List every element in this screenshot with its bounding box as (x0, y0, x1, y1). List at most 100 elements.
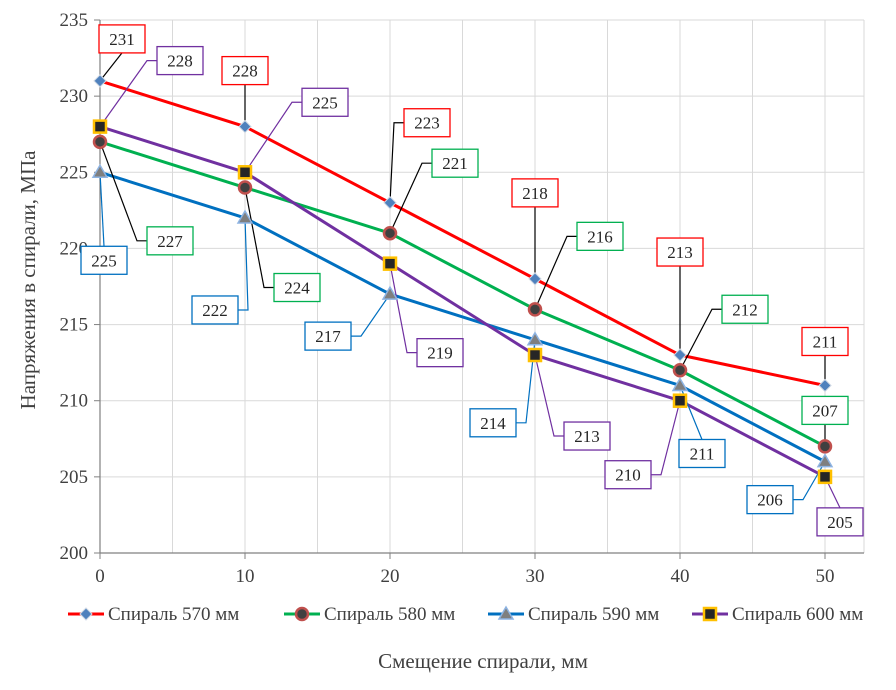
data-label-leader (99, 172, 105, 247)
data-point-marker (92, 134, 108, 150)
data-label: 213 (574, 427, 600, 446)
data-label-box (801, 326, 849, 357)
data-label-box (273, 272, 321, 303)
data-label-box (146, 226, 194, 256)
x-tick-label: 50 (816, 566, 835, 587)
data-label-box (746, 484, 794, 515)
data-label-leader (244, 187, 274, 289)
data-label: 231 (109, 30, 135, 49)
data-label-box (416, 338, 464, 368)
legend-label-4: Спираль 600 мм (732, 604, 863, 625)
series-markers (91, 74, 834, 485)
data-point-marker (672, 363, 688, 378)
legend-label-1: Спираль 570 мм (108, 604, 239, 625)
legend-label-2: Спираль 580 мм (324, 604, 455, 625)
data-label: 206 (757, 491, 783, 510)
data-label-leader (351, 293, 391, 337)
y-tick-label: 235 (60, 10, 89, 31)
y-tick-label: 210 (60, 391, 89, 412)
series-line-4 (99, 125, 826, 479)
data-label: 217 (315, 327, 341, 346)
data-label: 223 (414, 114, 440, 133)
data-point-marker (382, 256, 398, 271)
data-point-marker (527, 302, 543, 317)
y-tick-label: 205 (60, 467, 89, 488)
x-tick-label: 10 (236, 566, 255, 587)
legend-label-3: Спираль 590 мм (528, 604, 659, 625)
data-point-marker (91, 163, 109, 179)
data-labels: 231 228 223 218 213 211 227 224 221 216 212 207 225 2… (80, 24, 864, 537)
data-label-leader (99, 141, 147, 242)
data-point-marker (527, 347, 543, 363)
grid (100, 19, 865, 554)
series-lines (99, 79, 826, 479)
data-label-box (563, 421, 611, 451)
x-tick-label: 40 (671, 566, 690, 587)
data-label-box (301, 87, 349, 117)
data-label-box (156, 45, 204, 76)
legend: Спираль 570 мм Спираль 580 мм Спираль 590 … (68, 604, 863, 625)
x-tick-label: 0 (95, 566, 105, 587)
data-label: 212 (732, 300, 758, 319)
data-label-leader (534, 354, 564, 437)
data-point-marker (236, 209, 254, 224)
data-label-leader (389, 263, 417, 354)
legend-marker-1 (79, 607, 93, 621)
data-label-box (98, 24, 146, 54)
data-label-box (403, 108, 451, 138)
data-label-leader (793, 461, 826, 501)
data-point-marker (816, 453, 834, 468)
data-label: 210 (615, 466, 641, 485)
data-label-box (431, 148, 479, 178)
data-point-marker (672, 393, 688, 408)
data-label: 227 (157, 232, 183, 251)
data-label-box (576, 221, 624, 251)
data-label: 205 (827, 513, 853, 532)
data-label-box (604, 460, 652, 490)
data-label: 228 (167, 52, 193, 71)
data-label-leader (99, 52, 123, 82)
data-label-box (304, 321, 352, 351)
y-tick-label: 200 (60, 543, 89, 564)
data-point-marker (93, 74, 107, 88)
data-point-marker (526, 331, 544, 346)
data-label-box (191, 295, 239, 325)
legend-marker-4 (702, 606, 718, 622)
data-label: 213 (667, 243, 693, 262)
data-label-box (816, 507, 864, 537)
data-point-marker (381, 285, 399, 300)
data-label-box (678, 438, 726, 469)
x-axis-title: Смещение спирали, мм (378, 649, 588, 673)
data-label-leader (534, 235, 577, 310)
data-point-marker (817, 439, 833, 454)
data-label: 211 (690, 444, 715, 463)
data-point-marker (92, 119, 108, 134)
x-tick-label: 20 (381, 566, 400, 587)
data-label: 224 (284, 279, 310, 298)
data-label-box (511, 178, 559, 208)
y-tick-label: 230 (60, 86, 89, 107)
data-label-box (221, 55, 269, 86)
data-label-box (656, 237, 704, 267)
data-label: 216 (587, 227, 613, 246)
data-label-leader (679, 308, 722, 371)
data-label-leader (238, 217, 249, 311)
data-label: 225 (91, 251, 117, 270)
data-label-leader (244, 101, 302, 173)
data-point-marker (528, 272, 542, 286)
data-label: 207 (812, 401, 838, 420)
data-point-marker (382, 225, 398, 241)
data-label-leader (389, 162, 432, 234)
data-label-leader (389, 122, 404, 203)
series-line-3 (99, 170, 826, 463)
data-label-box (80, 245, 128, 275)
data-label: 222 (202, 301, 228, 320)
legend-marker-3 (497, 605, 515, 620)
data-label-box (721, 294, 769, 324)
data-label-leader (99, 59, 157, 127)
x-tick-label: 30 (526, 566, 545, 587)
y-tick-label: 215 (60, 315, 89, 336)
data-label: 225 (312, 93, 338, 112)
